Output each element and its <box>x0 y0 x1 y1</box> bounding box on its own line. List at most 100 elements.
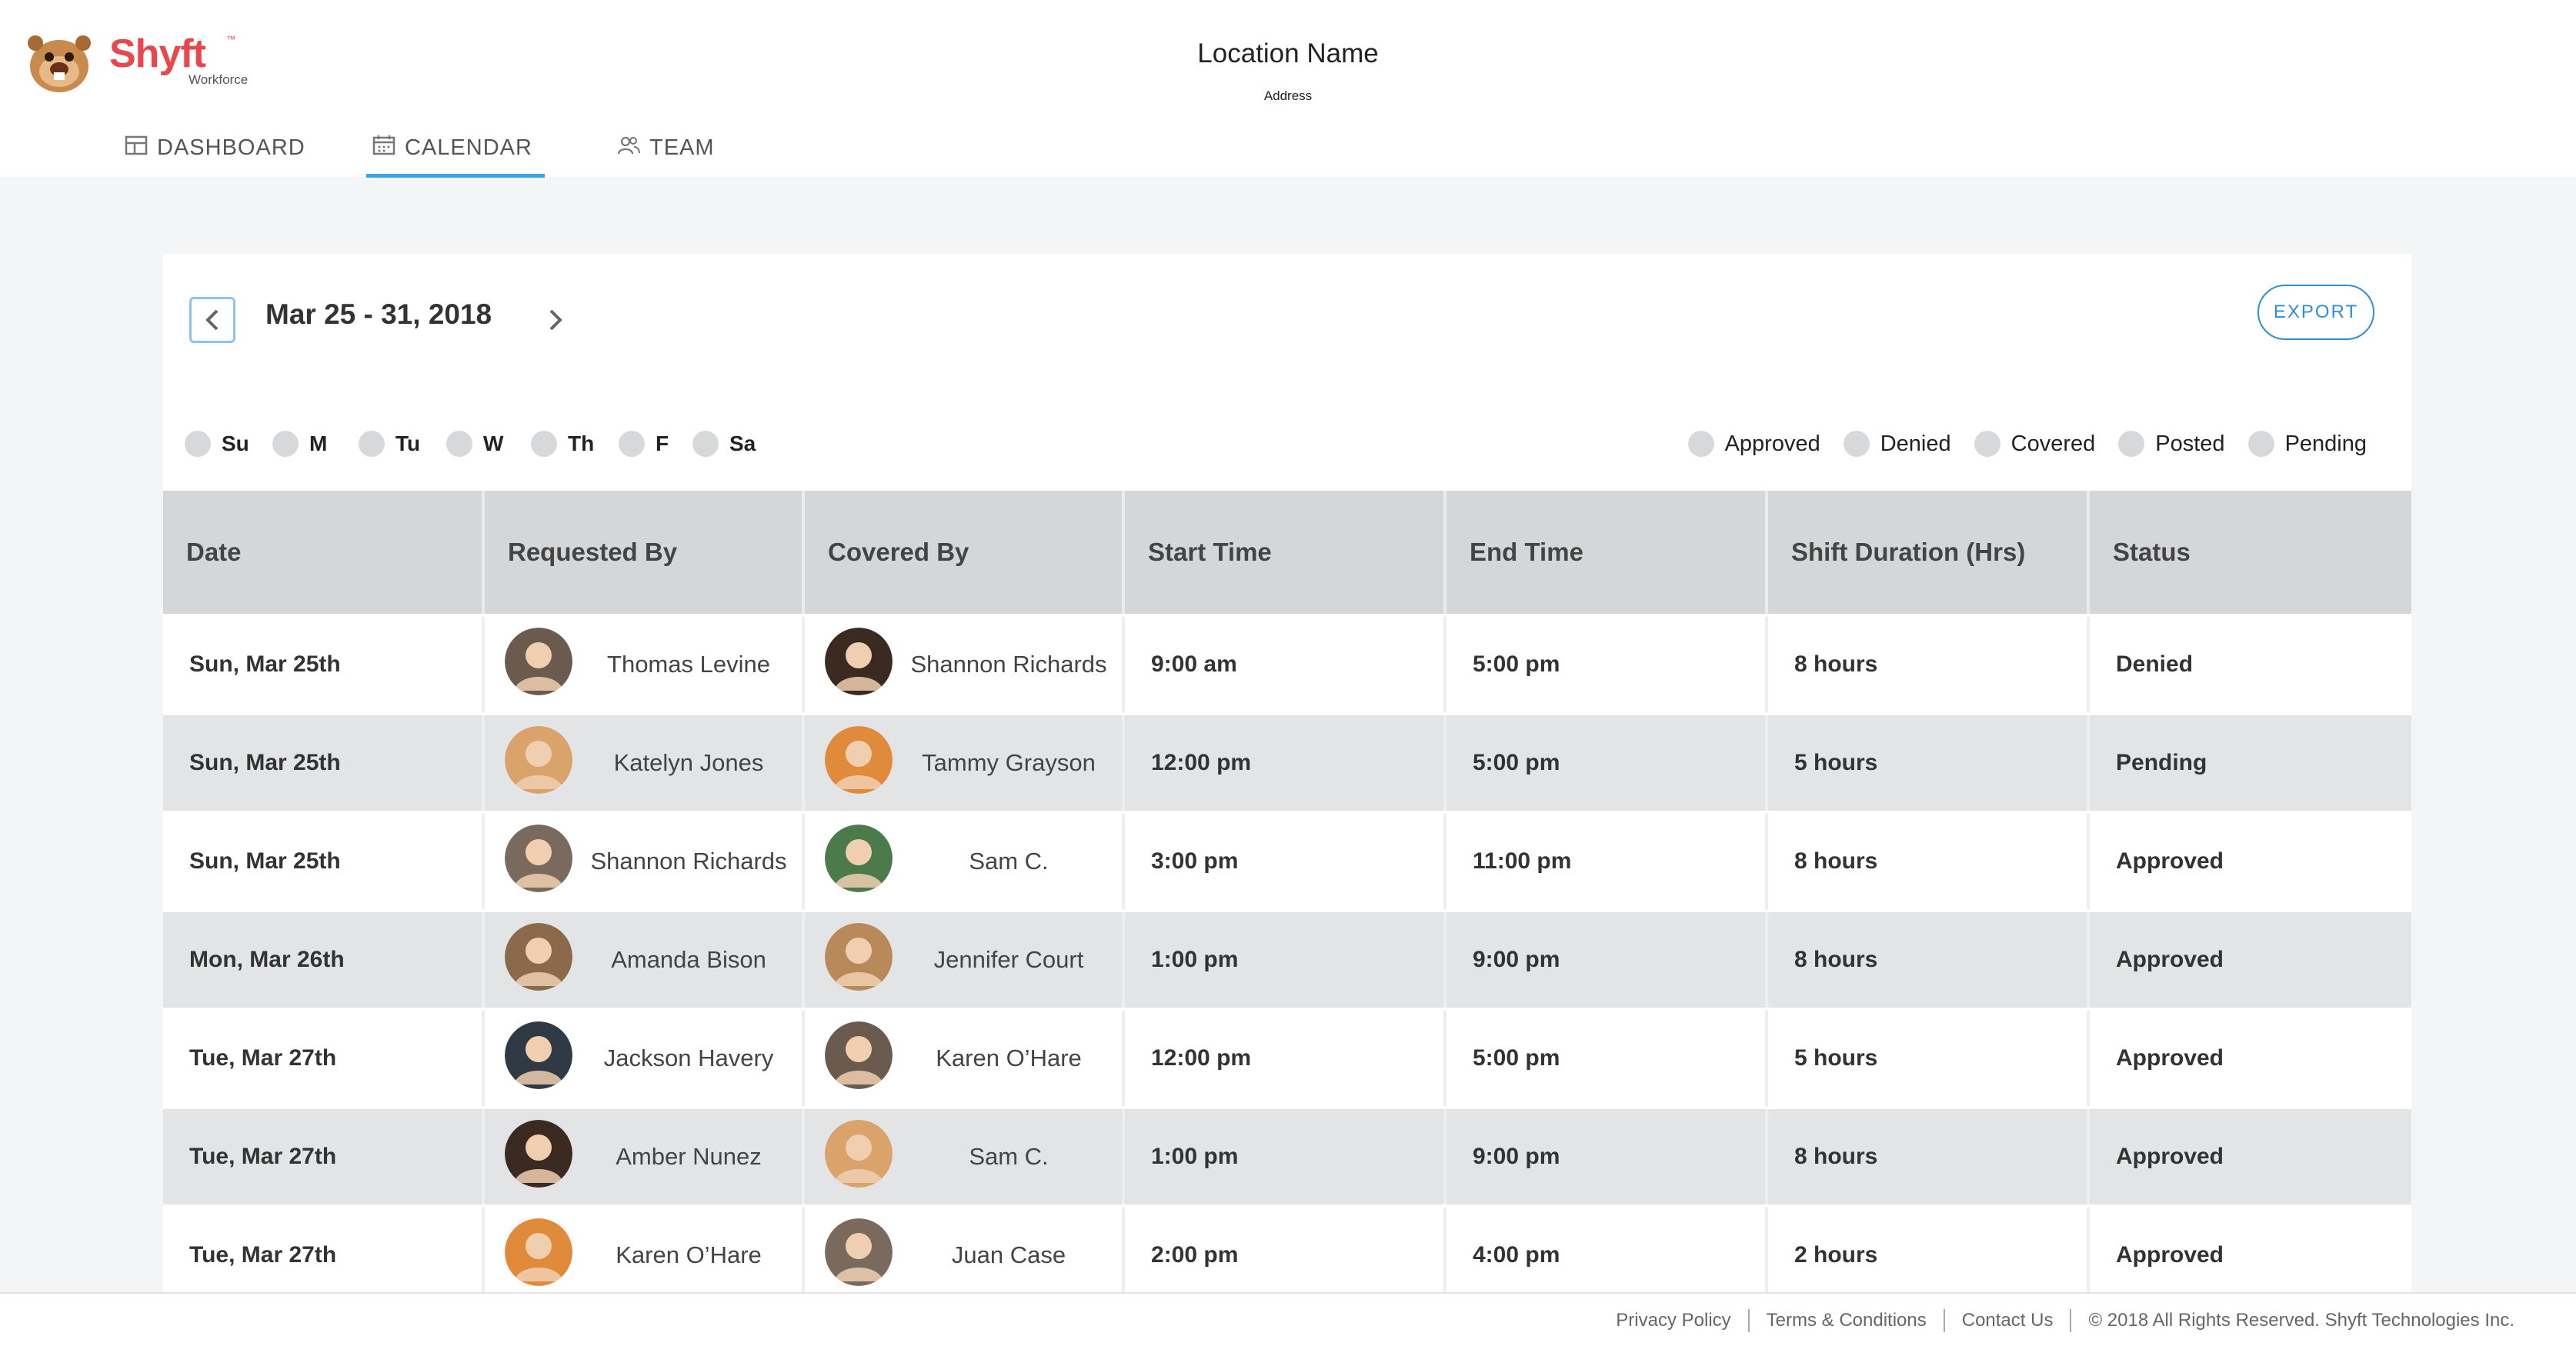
export-button[interactable]: EXPORT <box>2257 285 2374 340</box>
covered-by-cell[interactable]: Juan Case <box>805 1208 1125 1292</box>
avatar[interactable] <box>505 825 572 892</box>
day-radio[interactable] <box>531 431 557 457</box>
nav-tab-calendar[interactable]: CALENDAR <box>372 135 532 177</box>
day-radio[interactable] <box>446 431 472 457</box>
duration-cell: 8 hours <box>1768 912 2090 1008</box>
column-header[interactable]: Shift Duration (Hrs) <box>1768 491 2090 614</box>
day-radio[interactable] <box>692 431 719 457</box>
day-filter-sa[interactable]: Sa <box>692 431 756 457</box>
duration-cell: 8 hours <box>1768 617 2090 712</box>
table-row[interactable]: Tue, Mar 27th Amber Nunez Sam C. 1:00 pm 9:0… <box>163 1109 2411 1208</box>
covered-by-cell[interactable]: Tammy Grayson <box>805 715 1125 811</box>
next-week-button[interactable] <box>532 297 579 343</box>
nav-tab-dashboard[interactable]: DASHBOARD <box>125 135 305 177</box>
status-radio[interactable] <box>1843 431 1870 457</box>
avatar[interactable] <box>505 628 572 695</box>
requested-by-cell[interactable]: Shannon Richards <box>485 814 805 909</box>
requested-by-cell[interactable]: Karen O’Hare <box>485 1208 805 1292</box>
person-name: Amber Nunez <box>616 1143 762 1170</box>
covered-by-cell[interactable]: Sam C. <box>805 814 1125 909</box>
day-filter-th[interactable]: Th <box>531 431 619 457</box>
requested-by-cell[interactable]: Thomas Levine <box>485 617 805 712</box>
avatar[interactable] <box>825 825 893 892</box>
covered-by-cell[interactable]: Shannon Richards <box>805 617 1125 712</box>
status-filter-pending[interactable]: Pending <box>2247 431 2367 457</box>
duration-cell: 5 hours <box>1768 715 2090 811</box>
column-header[interactable]: Status <box>2113 538 2191 566</box>
end-time-cell: 5:00 pm <box>1446 1011 1768 1106</box>
column-header[interactable]: Requested By <box>485 491 805 614</box>
table-row[interactable]: Tue, Mar 27th Jackson Havery Karen O’Hare 1… <box>163 1011 2411 1109</box>
column-header[interactable]: Covered By <box>805 491 1125 614</box>
requested-by-cell[interactable]: Katelyn Jones <box>485 715 805 811</box>
day-radio[interactable] <box>619 431 645 457</box>
previous-week-button[interactable] <box>189 297 235 343</box>
status-filter-approved[interactable]: Approved <box>1687 431 1820 457</box>
date-cell: Mon, Mar 26th <box>163 912 485 1008</box>
table-row[interactable]: Tue, Mar 27th Karen O’Hare Juan Case 2:00 p… <box>163 1208 2411 1292</box>
status-filter-covered[interactable]: Covered <box>1974 431 2095 457</box>
app-header: Shyft ™ Workforce Location Name Address … <box>0 0 2576 178</box>
avatar[interactable] <box>505 1120 572 1188</box>
table-row[interactable]: Sun, Mar 25th Thomas Levine Shannon Richar… <box>163 617 2411 715</box>
avatar[interactable] <box>505 923 572 991</box>
status-radio[interactable] <box>2247 431 2274 457</box>
day-filter-su[interactable]: Su <box>185 431 272 457</box>
contact-us-link[interactable]: Contact Us <box>1961 1310 2054 1331</box>
status-radio[interactable] <box>2118 431 2145 457</box>
avatar[interactable] <box>505 726 572 794</box>
day-filter-tu[interactable]: Tu <box>359 431 446 457</box>
avatar[interactable] <box>825 628 893 695</box>
table-row[interactable]: Sun, Mar 25th Katelyn Jones Tammy Grayson 1… <box>163 715 2411 814</box>
avatar[interactable] <box>825 1021 893 1089</box>
day-filter-f[interactable]: F <box>619 431 692 457</box>
table-body: Sun, Mar 25th Thomas Levine Shannon Richar… <box>163 617 2411 1292</box>
status-cell: Approved <box>2116 1242 2224 1268</box>
shyft-beaver-logo-icon[interactable] <box>25 29 94 95</box>
status-filter-posted[interactable]: Posted <box>2118 431 2225 457</box>
terms-link[interactable]: Terms & Conditions <box>1766 1310 1927 1331</box>
footer-divider <box>1747 1309 1750 1332</box>
privacy-policy-link[interactable]: Privacy Policy <box>1616 1310 1731 1331</box>
start-time-cell: 1:00 pm <box>1125 1109 1446 1204</box>
nav-tab-team-label: TEAM <box>649 135 715 160</box>
nav-tab-team[interactable]: TEAM <box>617 135 715 177</box>
table-row[interactable]: Mon, Mar 26th Amanda Bison Jennifer Court 1… <box>163 912 2411 1011</box>
covered-by-cell[interactable]: Sam C. <box>805 1109 1125 1204</box>
day-radio[interactable] <box>359 431 385 457</box>
avatar[interactable] <box>825 726 893 794</box>
avatar[interactable] <box>825 1218 893 1286</box>
requested-by-cell[interactable]: Amanda Bison <box>485 912 805 1008</box>
start-time-cell: 12:00 pm <box>1125 1011 1446 1106</box>
day-filter-m[interactable]: M <box>272 431 359 457</box>
person-name: Karen O’Hare <box>616 1241 762 1268</box>
requested-by-cell[interactable]: Jackson Havery <box>485 1011 805 1106</box>
status-cell: Approved <box>2116 1144 2224 1169</box>
brand-subtitle: Workforce <box>189 72 249 87</box>
day-radio[interactable] <box>185 431 211 457</box>
nav-tab-dashboard-label: DASHBOARD <box>157 135 305 160</box>
covered-by-cell[interactable]: Jennifer Court <box>805 912 1125 1008</box>
column-header[interactable]: Date <box>163 491 485 614</box>
start-time-cell: 12:00 pm <box>1125 715 1446 811</box>
status-radio[interactable] <box>1687 431 1714 457</box>
requested-by-cell[interactable]: Amber Nunez <box>485 1109 805 1204</box>
person-name: Jennifer Court <box>933 946 1084 973</box>
covered-by-cell[interactable]: Karen O’Hare <box>805 1011 1125 1106</box>
column-header[interactable]: End Time <box>1446 491 1768 614</box>
avatar[interactable] <box>825 1120 893 1188</box>
date-range-label: Mar 25 - 31, 2018 <box>265 298 492 330</box>
day-radio[interactable] <box>272 431 299 457</box>
avatar[interactable] <box>505 1021 572 1089</box>
status-filter-denied[interactable]: Denied <box>1843 431 1951 457</box>
day-filter-w[interactable]: W <box>446 431 531 457</box>
copyright-text: © 2018 All Rights Reserved. Shyft Techno… <box>2088 1310 2514 1331</box>
avatar[interactable] <box>825 923 893 991</box>
team-icon <box>617 136 640 155</box>
avatar[interactable] <box>505 1218 572 1286</box>
status-filter-label: Posted <box>2155 431 2225 456</box>
status-radio[interactable] <box>1974 431 2000 457</box>
table-row[interactable]: Sun, Mar 25th Shannon Richards Sam C. 3:00 … <box>163 814 2411 912</box>
location-name[interactable]: Location Name <box>1197 38 1379 68</box>
column-header[interactable]: Start Time <box>1125 491 1446 614</box>
